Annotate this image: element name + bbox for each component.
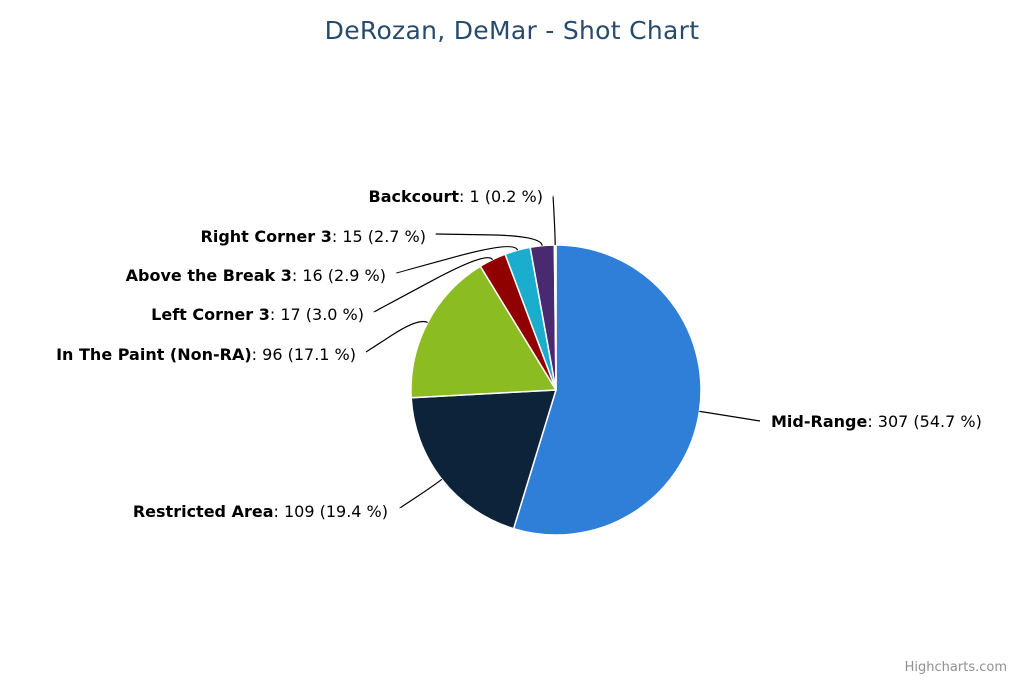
data-label-name: Restricted Area [133,502,274,521]
data-label-name: Mid-Range [771,412,867,431]
data-label-name: Above the Break 3 [126,266,292,285]
chart-title: DeRozan, DeMar - Shot Chart [324,16,700,45]
connector-line [552,195,556,246]
data-label-value: : 96 (17.1 %) [252,345,356,364]
data-label-value: : 109 (19.4 %) [274,502,389,521]
data-label: Left Corner 3: 17 (3.0 %) [151,305,364,324]
data-label: In The Paint (Non-RA): 96 (17.1 %) [56,345,356,364]
connector-line [435,233,543,246]
data-label-value: : 15 (2.7 %) [332,227,426,246]
data-label: Above the Break 3: 16 (2.9 %) [126,266,386,285]
connector-line [699,410,761,422]
connector-line [399,478,443,509]
data-labels: Mid-Range: 307 (54.7 %)Restricted Area: … [56,187,982,521]
data-label: Backcourt: 1 (0.2 %) [369,187,544,206]
data-label-name: Left Corner 3 [151,305,270,324]
connector-line [373,257,494,313]
data-label-value: : 307 (54.7 %) [867,412,982,431]
data-label-value: : 17 (3.0 %) [270,305,364,324]
data-label: Restricted Area: 109 (19.4 %) [133,502,388,521]
data-label-name: In The Paint (Non-RA) [56,345,252,364]
data-label: Mid-Range: 307 (54.7 %) [771,412,982,431]
pie-slice-backcourt[interactable] [553,244,557,391]
data-label-value: : 1 (0.2 %) [459,187,543,206]
connector-line [395,246,519,274]
data-label: Right Corner 3: 15 (2.7 %) [201,227,426,246]
credits-link[interactable]: Highcharts.com [904,660,1007,675]
label-connectors [365,195,761,509]
data-label-name: Backcourt [369,187,460,206]
connector-line [365,320,428,353]
data-label-name: Right Corner 3 [201,227,332,246]
data-label-value: : 16 (2.9 %) [292,266,386,285]
pie-slices [410,244,702,536]
